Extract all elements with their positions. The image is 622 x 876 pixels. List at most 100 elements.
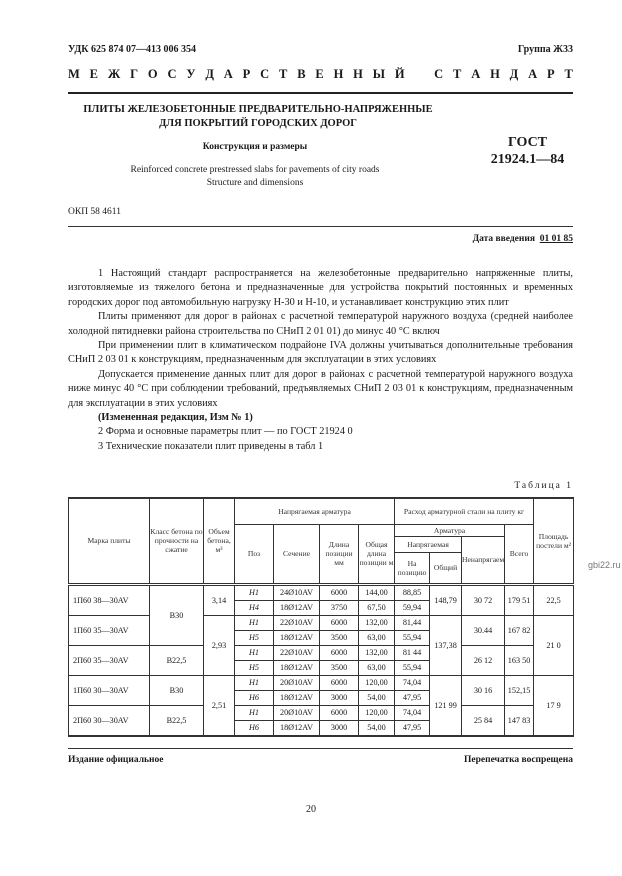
heading-letter: Т bbox=[564, 67, 573, 81]
cell-non-prestressed: 30 16 bbox=[461, 674, 506, 706]
date-value: 01 01 85 bbox=[539, 234, 573, 244]
cell-per-position: 81 44 bbox=[394, 644, 431, 661]
table-row: 2П60 30—30AV B22,5 H1 20Ø10AV 6000 120,00 74,0… bbox=[68, 704, 574, 736]
cell-pos-length: 6000 bbox=[319, 674, 359, 691]
cell-section: 18Ø12AV bbox=[273, 599, 320, 616]
header-prestressed: Напрягаемая арматура bbox=[233, 497, 396, 525]
heading-letter: О bbox=[147, 67, 158, 81]
cell-pos-length: 3000 bbox=[319, 689, 359, 706]
cell-section: 22Ø10AV bbox=[273, 614, 320, 631]
cell-total-length: 120,00 bbox=[357, 674, 396, 691]
heading-letter: С bbox=[260, 67, 270, 81]
cell-per-position: 47,95 bbox=[394, 689, 431, 706]
cell-mark: 2П60 35—30AV bbox=[68, 644, 150, 676]
official-edition: Издание официальное bbox=[68, 755, 164, 765]
cell-total: 147 83 bbox=[504, 704, 535, 736]
header-total-length: Общая длина позиции м bbox=[357, 523, 396, 585]
header-non-prestressed: Ненапрягаемая bbox=[461, 535, 506, 585]
paragraph-3: При применении плит в климатическом подр… bbox=[68, 340, 573, 366]
amendment-note: (Измененная редакция, Изм № 1) bbox=[98, 412, 253, 424]
cell-pos-length: 3000 bbox=[319, 719, 359, 736]
cell-pos: H5 bbox=[234, 629, 274, 646]
cell-per-position: 55,94 bbox=[394, 629, 431, 646]
cell-mark: 1П60 35—30AV bbox=[68, 614, 150, 646]
heading-letter: А bbox=[223, 67, 233, 81]
cell-area: 21 0 bbox=[533, 614, 575, 676]
page-number: 20 bbox=[306, 804, 316, 815]
cell-section: 18Ø12AV bbox=[273, 719, 320, 736]
header-class: Класс бетона по прочности на сжатие bbox=[149, 497, 204, 585]
heading-letter: Г bbox=[130, 67, 139, 81]
watermark: gbi22.ru bbox=[588, 560, 621, 570]
cell-section: 18Ø12AV bbox=[273, 689, 320, 706]
heading-letter: М bbox=[68, 67, 80, 81]
header-rule bbox=[68, 92, 573, 94]
document-title: ПЛИТЫ ЖЕЛЕЗОБЕТОННЫЕ ПРЕДВАРИТЕЛЬНО-НАПР… bbox=[68, 103, 448, 131]
heading-letter: Т bbox=[453, 67, 462, 81]
heading-letter: Ж bbox=[107, 67, 121, 81]
effective-date: Дата введения 01 01 85 bbox=[473, 234, 573, 244]
heading-letter: Д bbox=[509, 67, 519, 81]
table-row: H4 18Ø12AV 3750 67,50 59,94 bbox=[69, 599, 574, 616]
heading-letter: Е bbox=[315, 67, 324, 81]
cell-per-position: 88,85 bbox=[394, 582, 431, 601]
cell-pos-length: 6000 bbox=[319, 644, 359, 661]
paragraph-3-specs: 3 Технические показатели плит приведены … bbox=[98, 440, 324, 452]
table-row: 2П60 35—30AV B22,5 H1 22Ø10AV 6000 132,00 81 4… bbox=[68, 644, 574, 676]
document-subtitle: Конструкция и размеры bbox=[202, 142, 308, 152]
cell-mark: 1П60 30—30AV bbox=[68, 674, 150, 706]
table-row: H6 18Ø12AV 3000 54,00 47,95 bbox=[69, 689, 574, 706]
specs-table: Марка плиты Класс бетона по прочности на… bbox=[68, 497, 575, 737]
cell-non-prestressed: 26 12 bbox=[461, 644, 506, 676]
cell-mark: 1П60 38—30AV bbox=[68, 582, 150, 616]
heading-letter: Ы bbox=[372, 67, 386, 81]
gost-designation: ГОСТ 21924.1—84 bbox=[480, 134, 575, 168]
header-total: Всего bbox=[504, 523, 535, 585]
heading-letter: Н bbox=[353, 67, 363, 81]
reprint-prohibited: Перепечатка воспрещена bbox=[463, 755, 573, 765]
cell-section: 18Ø12AV bbox=[273, 659, 320, 676]
cell-total-length: 63,00 bbox=[357, 659, 396, 676]
cell-area: 22,5 bbox=[533, 582, 575, 616]
heading-letter: Н bbox=[490, 67, 500, 81]
header-prestressed-sub: Напрягаемая bbox=[394, 535, 463, 553]
cell-volume: 2,51 bbox=[203, 674, 235, 736]
heading-letter: Т bbox=[279, 67, 288, 81]
paragraph-1: 1 Настоящий стандарт распространяется на… bbox=[68, 268, 573, 308]
cell-section: 20Ø10AV bbox=[273, 704, 320, 721]
cell-volume: 2,93 bbox=[203, 614, 235, 676]
cell-total-length: 67,50 bbox=[357, 599, 396, 616]
header-section: Сечение bbox=[273, 523, 320, 585]
paragraph-2: Плиты применяют для дорог в районах с ра… bbox=[68, 311, 573, 337]
cell-total-length: 120,00 bbox=[357, 704, 396, 721]
cell-area: 17 9 bbox=[533, 674, 575, 736]
cell-pos: H6 bbox=[234, 689, 274, 706]
header-consumption: Расход арматурной стали на плиту кг bbox=[394, 497, 535, 525]
heading-letter: С bbox=[434, 67, 444, 81]
heading-letter: Н bbox=[333, 67, 344, 81]
cell-volume: 3,14 bbox=[203, 582, 235, 616]
header-volume: Объем бетона, м³ bbox=[203, 497, 235, 585]
cell-pos: H4 bbox=[234, 599, 274, 616]
group-code: Группа Ж33 bbox=[517, 44, 573, 55]
okp-code: ОКП 58 4611 bbox=[68, 207, 121, 217]
cell-non-prestressed: 30 72 bbox=[461, 582, 506, 616]
cell-pos: H1 bbox=[234, 582, 274, 601]
cell-pos: H1 bbox=[234, 674, 274, 691]
table-row: 1П60 35—30AV 2,93 H1 22Ø10AV 6000 132,00 81,44… bbox=[68, 614, 575, 676]
cell-pos: H6 bbox=[234, 719, 274, 736]
cell-pos-length: 6000 bbox=[319, 614, 359, 631]
cell-per-position: 81,44 bbox=[394, 614, 431, 631]
cell-common: 121 99 bbox=[429, 674, 463, 736]
header-area: Площадь постели м² bbox=[533, 497, 575, 585]
cell-per-position: 47,95 bbox=[394, 719, 431, 736]
header-pos-length: Длина позиции мм bbox=[319, 523, 359, 585]
cell-pos-length: 3750 bbox=[319, 599, 359, 616]
cell-per-position: 74,04 bbox=[394, 674, 431, 691]
cell-pos: H1 bbox=[234, 614, 274, 631]
cell-section: 20Ø10AV bbox=[273, 674, 320, 691]
table-caption: Таблица 1 bbox=[514, 481, 573, 491]
english-line-1: Reinforced concrete prestressed slabs fo… bbox=[130, 165, 380, 175]
cell-total-length: 144,00 bbox=[357, 582, 396, 601]
cell-total-length: 54,00 bbox=[357, 689, 396, 706]
